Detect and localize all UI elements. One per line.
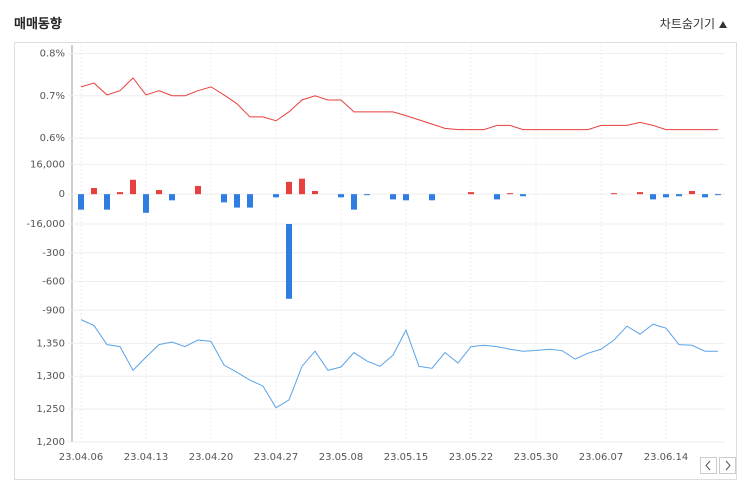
bar: [338, 194, 344, 198]
bar: [130, 179, 136, 195]
y-tick-label: -300: [42, 248, 65, 259]
bar: [351, 194, 357, 210]
y-tick-label: 1,300: [36, 371, 65, 382]
x-tick-label: 23.04.06: [59, 452, 104, 463]
x-tick-label: 23.06.07: [579, 452, 624, 463]
next-icon: [725, 460, 731, 471]
hide-chart-toggle[interactable]: 차트숨기기: [659, 17, 715, 31]
bar: [520, 194, 526, 197]
y-tick-label: 16,000: [30, 159, 65, 170]
x-tick-label: 23.05.15: [384, 452, 429, 463]
y-tick-label: 1,250: [36, 404, 65, 415]
bar: [611, 193, 617, 195]
y-tick-label: -16,000: [26, 219, 65, 230]
y-tick-label: 0.7%: [40, 91, 65, 102]
y-tick-label: -600: [42, 277, 65, 288]
bar: [156, 190, 162, 195]
x-tick-label: 23.05.08: [319, 452, 364, 463]
bar: [494, 194, 500, 200]
x-tick-label: 23.05.30: [514, 452, 559, 463]
bar: [364, 194, 370, 196]
line-series: [80, 319, 718, 409]
bar: [91, 188, 97, 195]
bar: [221, 194, 227, 203]
next-button[interactable]: [719, 457, 736, 474]
bar: [117, 192, 123, 195]
bar: [390, 194, 396, 200]
y-tick-label: -900: [42, 305, 65, 316]
x-tick-label: 23.04.20: [189, 452, 234, 463]
bar: [429, 194, 435, 201]
x-tick-label: 23.04.27: [254, 452, 299, 463]
chart-frame: [14, 42, 737, 480]
bar: [650, 194, 656, 200]
toggle-arrow[interactable]: [719, 21, 727, 28]
y-tick-label: 0: [59, 189, 65, 200]
bar: [143, 194, 149, 213]
bar: [234, 194, 240, 208]
y-tick-label: 0.8%: [40, 48, 65, 59]
bar: [702, 194, 708, 198]
bar: [273, 194, 279, 198]
bar: [676, 194, 682, 197]
bar: [299, 178, 305, 195]
bar: [715, 194, 721, 196]
prev-button[interactable]: [700, 457, 717, 474]
bar: [403, 194, 409, 201]
prev-icon: [705, 460, 711, 471]
bar: [104, 194, 110, 210]
bar: [468, 192, 474, 195]
x-tick-label: 23.05.22: [449, 452, 494, 463]
bar: [286, 181, 292, 195]
y-tick-label: 0.6%: [40, 133, 65, 144]
line-series: [80, 77, 718, 131]
bar: [195, 185, 201, 195]
widget-title: 매매동향: [14, 17, 62, 32]
x-tick-label: 23.06.14: [644, 452, 689, 463]
bar: [637, 192, 643, 195]
bar: [78, 194, 84, 210]
bar: [689, 190, 695, 195]
bar: [312, 190, 318, 195]
x-tick-label: 23.04.13: [124, 452, 169, 463]
y-tick-label: 1,200: [36, 437, 65, 448]
bar: [286, 224, 292, 299]
y-tick-label: 1,350: [36, 338, 65, 349]
bar: [247, 194, 253, 208]
bar: [507, 193, 513, 195]
bar: [169, 194, 175, 201]
bar: [663, 194, 669, 198]
